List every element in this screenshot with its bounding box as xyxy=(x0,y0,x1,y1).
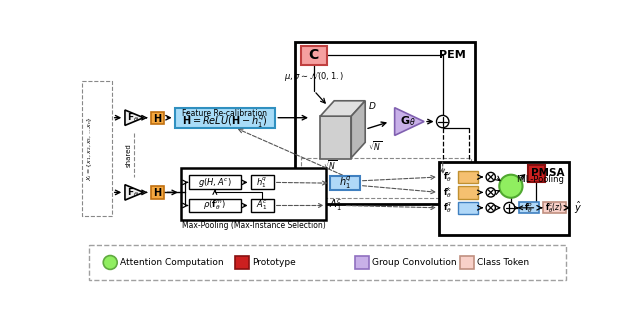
Text: MIL-Pooling: MIL-Pooling xyxy=(516,175,564,184)
Text: Attention Computation: Attention Computation xyxy=(120,258,224,267)
FancyBboxPatch shape xyxy=(150,112,164,124)
FancyBboxPatch shape xyxy=(250,198,274,212)
Text: $\mathbf{F}_\theta$: $\mathbf{F}_\theta$ xyxy=(127,186,140,199)
FancyBboxPatch shape xyxy=(189,198,241,212)
Text: $X_i = \{x_1, x_2, x_3, \ldots x_n\}$: $X_i = \{x_1, x_2, x_3, \ldots x_n\}$ xyxy=(85,116,93,181)
FancyBboxPatch shape xyxy=(528,165,545,182)
Text: Group Convolution: Group Convolution xyxy=(372,258,457,267)
FancyBboxPatch shape xyxy=(518,203,539,213)
Circle shape xyxy=(486,172,495,182)
FancyBboxPatch shape xyxy=(301,158,472,198)
Text: $\hat{\mathbf{H}} = \mathit{ReLU}(\mathbf{H} - h_1^q)$: $\hat{\mathbf{H}} = \mathit{ReLU}(\mathb… xyxy=(182,111,268,130)
Text: $\mathbf{f}_\theta^c(z)$: $\mathbf{f}_\theta^c(z)$ xyxy=(545,201,563,214)
FancyBboxPatch shape xyxy=(355,256,369,269)
Text: $h_1^q$: $h_1^q$ xyxy=(257,175,268,190)
FancyBboxPatch shape xyxy=(320,116,351,158)
Circle shape xyxy=(504,203,515,213)
FancyBboxPatch shape xyxy=(180,168,326,220)
Polygon shape xyxy=(320,101,365,116)
Circle shape xyxy=(436,116,449,128)
Text: $\rho(\mathbf{f}_\theta^m)$: $\rho(\mathbf{f}_\theta^m)$ xyxy=(204,199,227,212)
Text: PMSA: PMSA xyxy=(531,168,564,178)
Text: $\mu, \sigma \sim \mathcal{N}(0, 1.)$: $\mu, \sigma \sim \mathcal{N}(0, 1.)$ xyxy=(284,70,344,84)
Text: Feature Re-calibration: Feature Re-calibration xyxy=(182,108,268,117)
Text: D: D xyxy=(368,102,375,111)
Text: $\sqrt{N}$: $\sqrt{N}$ xyxy=(323,159,338,172)
FancyBboxPatch shape xyxy=(150,186,164,198)
Text: $\mathbf{H}$: $\mathbf{H}$ xyxy=(153,186,162,198)
Text: $\mathbf{f}_\theta^k$: $\mathbf{f}_\theta^k$ xyxy=(444,185,452,200)
Circle shape xyxy=(499,175,522,198)
Text: $\mathbf{G}_\theta$: $\mathbf{G}_\theta$ xyxy=(400,115,416,128)
FancyBboxPatch shape xyxy=(90,245,566,280)
FancyBboxPatch shape xyxy=(83,81,112,215)
FancyBboxPatch shape xyxy=(189,175,241,189)
FancyBboxPatch shape xyxy=(296,42,476,204)
FancyBboxPatch shape xyxy=(460,256,474,269)
Circle shape xyxy=(486,188,495,197)
Circle shape xyxy=(486,203,495,212)
FancyBboxPatch shape xyxy=(543,203,566,213)
FancyBboxPatch shape xyxy=(439,162,569,235)
FancyBboxPatch shape xyxy=(250,175,274,189)
Text: Prototype: Prototype xyxy=(252,258,296,267)
Text: $\sqrt{N}$: $\sqrt{N}$ xyxy=(368,140,383,153)
Text: $\mathbf{H}$: $\mathbf{H}$ xyxy=(153,112,162,124)
Polygon shape xyxy=(351,101,365,158)
Text: $\mathbf{f}_\theta^v$: $\mathbf{f}_\theta^v$ xyxy=(444,170,452,184)
Polygon shape xyxy=(125,110,143,125)
Text: Class Token: Class Token xyxy=(477,258,529,267)
Text: $\mathbf{f}_\theta^o$: $\mathbf{f}_\theta^o$ xyxy=(524,201,533,214)
FancyBboxPatch shape xyxy=(175,108,275,128)
FancyBboxPatch shape xyxy=(235,256,249,269)
Polygon shape xyxy=(125,185,143,200)
Text: $g(H, A^c)$: $g(H, A^c)$ xyxy=(198,176,232,189)
FancyBboxPatch shape xyxy=(458,202,478,214)
Circle shape xyxy=(103,256,117,269)
Text: $\mathbf{F}_\theta$: $\mathbf{F}_\theta$ xyxy=(127,111,140,124)
FancyBboxPatch shape xyxy=(301,46,327,65)
Polygon shape xyxy=(395,108,424,135)
FancyBboxPatch shape xyxy=(330,176,360,190)
Text: $\hat{y}$: $\hat{y}$ xyxy=(575,200,582,216)
FancyBboxPatch shape xyxy=(458,186,478,198)
Text: $\mathbf{C}$: $\mathbf{C}$ xyxy=(308,48,320,62)
Text: Max-Pooling (Max-Instance Selection): Max-Pooling (Max-Instance Selection) xyxy=(182,221,326,230)
FancyBboxPatch shape xyxy=(458,171,478,183)
Text: $A_1^c$: $A_1^c$ xyxy=(329,198,342,213)
Text: $A_1^c$: $A_1^c$ xyxy=(256,199,268,212)
Text: $h_1^q$: $h_1^q$ xyxy=(339,175,351,191)
Text: shared: shared xyxy=(126,144,132,167)
Text: PEM: PEM xyxy=(439,50,466,60)
Text: $\mathbf{f}_\theta^q$: $\mathbf{f}_\theta^q$ xyxy=(444,200,452,215)
